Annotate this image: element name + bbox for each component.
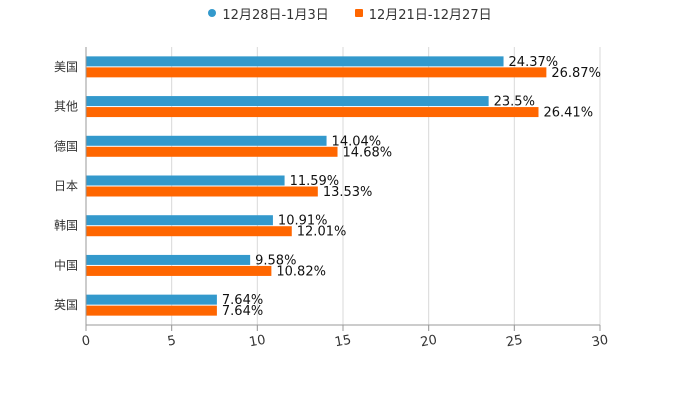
data-label-series-2-1: 26.41% [543, 106, 593, 121]
y-category-label: 英国 [54, 298, 78, 312]
data-label-series-2-6: 7.64% [222, 304, 263, 319]
y-category-label: 韩国 [54, 218, 78, 233]
legend-marker-series-1 [208, 9, 217, 17]
data-label-series-1-2: 14.04% [332, 134, 382, 149]
data-label-series-2-2: 14.68% [343, 145, 393, 160]
bar-series-2-0 [86, 67, 547, 78]
data-label-series-2-0: 26.87% [551, 66, 601, 81]
legend-marker-series-2 [354, 9, 363, 17]
x-tick-label-10: 10 [248, 333, 267, 351]
x-tick-label-0: 0 [81, 333, 92, 349]
data-label-series-1-0: 24.37% [509, 55, 559, 70]
data-label-series-2-3: 13.53% [323, 185, 373, 200]
data-label-series-2-4: 12.01% [297, 225, 347, 240]
legend-item-series-2[interactable]: 12月21日-12月27日 [354, 4, 492, 23]
bar-series-1-1 [86, 96, 489, 107]
bar-series-1-3 [86, 175, 285, 186]
x-tick-label-15: 15 [334, 333, 353, 351]
chart-legend: 12月28日-1月3日 12月21日-12月27日 [0, 4, 700, 23]
y-category-label: 中国 [54, 257, 78, 272]
x-tick-label-20: 20 [419, 333, 438, 351]
bars [86, 56, 547, 316]
bar-series-1-4 [86, 215, 273, 226]
data-label-series-1-5: 9.58% [255, 253, 296, 268]
legend-item-series-1[interactable]: 12月28日-1月3日 [208, 4, 329, 23]
bar-series-1-5 [86, 254, 251, 265]
bar-series-2-6 [86, 305, 217, 316]
y-category-label: 德国 [54, 138, 78, 153]
bar-series-2-5 [86, 265, 272, 276]
data-labels: 24.37%26.87% 23.5% 26.41% 14.04%14.68%11.59… [222, 55, 601, 319]
y-category-label: 其他 [54, 100, 78, 114]
bar-series-1-6 [86, 294, 217, 305]
bar-series-2-4 [86, 226, 292, 237]
legend-label-series-2: 12月21日-12月27日 [368, 7, 492, 23]
x-tick-label-5: 5 [166, 333, 177, 349]
data-label-series-1-4: 10.91% [278, 214, 328, 229]
legend-label-series-1: 12月28日-1月3日 [222, 7, 329, 23]
bar-series-2-3 [86, 186, 318, 197]
data-label-series-1-6: 7.64% [222, 293, 263, 308]
bar-series-2-2 [86, 146, 338, 157]
x-tick-label-30: 30 [591, 333, 610, 351]
x-tick-label-25: 25 [505, 333, 524, 351]
y-category-label: 美国 [54, 60, 78, 74]
bar-series-1-0 [86, 56, 504, 67]
data-label-series-1-1: 23.5% [494, 95, 535, 110]
bar-series-2-1 [86, 107, 539, 118]
data-label-series-1-3: 11.59% [290, 174, 340, 189]
data-label-series-2-5: 10.82% [276, 264, 326, 279]
bar-series-1-2 [86, 135, 327, 146]
y-category-label: 日本 [54, 179, 78, 193]
